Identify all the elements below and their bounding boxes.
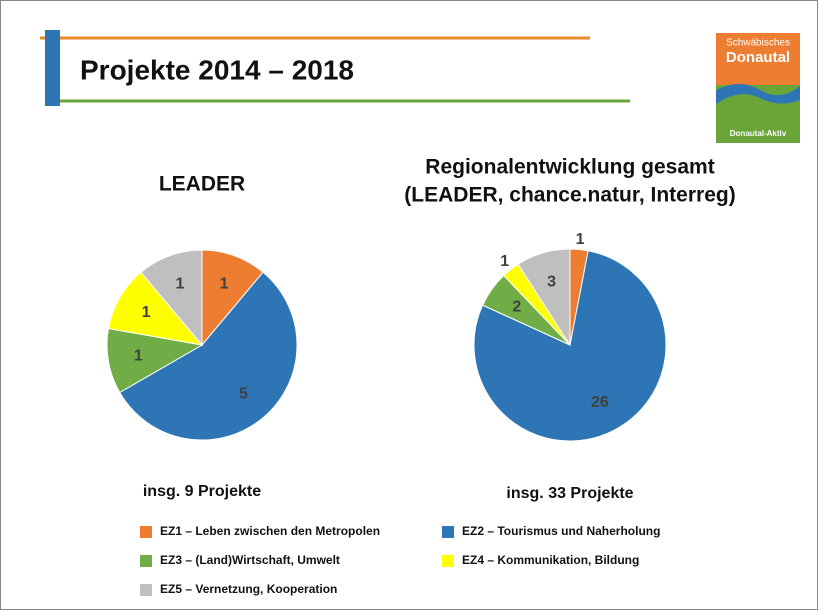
logo: Schwäbisches Donautal Donautal-Aktiv (716, 33, 800, 143)
slide-title: Projekte 2014 – 2018 (80, 54, 354, 85)
chart-caption: insg. 33 Projekte (506, 485, 633, 502)
pie-slice (201, 249, 264, 347)
chart-title: Regionalentwicklung gesamt (425, 156, 714, 179)
pie-slice (517, 248, 571, 347)
logo-text: Schwäbisches (726, 38, 790, 49)
legend-swatch (140, 526, 152, 538)
data-label: 2 (512, 298, 521, 315)
data-label: 1 (142, 304, 151, 321)
legend-swatch (442, 555, 454, 567)
data-label: 1 (500, 253, 509, 270)
logo-text: Donautal (726, 49, 790, 66)
legend-swatch (140, 555, 152, 567)
chart-title: LEADER (159, 173, 245, 196)
logo-top (716, 33, 800, 85)
chart-title: (LEADER, chance.natur, Interreg) (404, 184, 735, 207)
pie-slice (107, 271, 204, 346)
data-label: 5 (239, 386, 248, 403)
data-label: 3 (547, 274, 556, 291)
legend-label: EZ3 – (Land)Wirtschaft, Umwelt (160, 553, 340, 567)
legend-swatch (140, 584, 152, 596)
legend-label: EZ4 – Kommunikation, Bildung (462, 553, 639, 567)
legend-label: EZ2 – Tourismus und Naherholung (462, 524, 660, 538)
pie-slice (140, 249, 203, 347)
data-label: 1 (220, 276, 229, 293)
legend-label: EZ5 – Vernetzung, Kooperation (160, 582, 337, 596)
data-label: 1 (576, 231, 585, 248)
legend-label: EZ1 – Leben zwischen den Metropolen (160, 524, 380, 538)
data-label: 26 (591, 394, 609, 411)
pie-slice (106, 327, 204, 394)
logo-text: Donautal-Aktiv (730, 129, 787, 138)
logo-wave (716, 84, 800, 104)
data-label: 1 (175, 276, 184, 293)
header-blue-bar (45, 30, 60, 106)
data-label: 1 (134, 347, 143, 364)
pie-slice (119, 271, 298, 441)
chart-caption: insg. 9 Projekte (143, 483, 261, 500)
legend-swatch (442, 526, 454, 538)
